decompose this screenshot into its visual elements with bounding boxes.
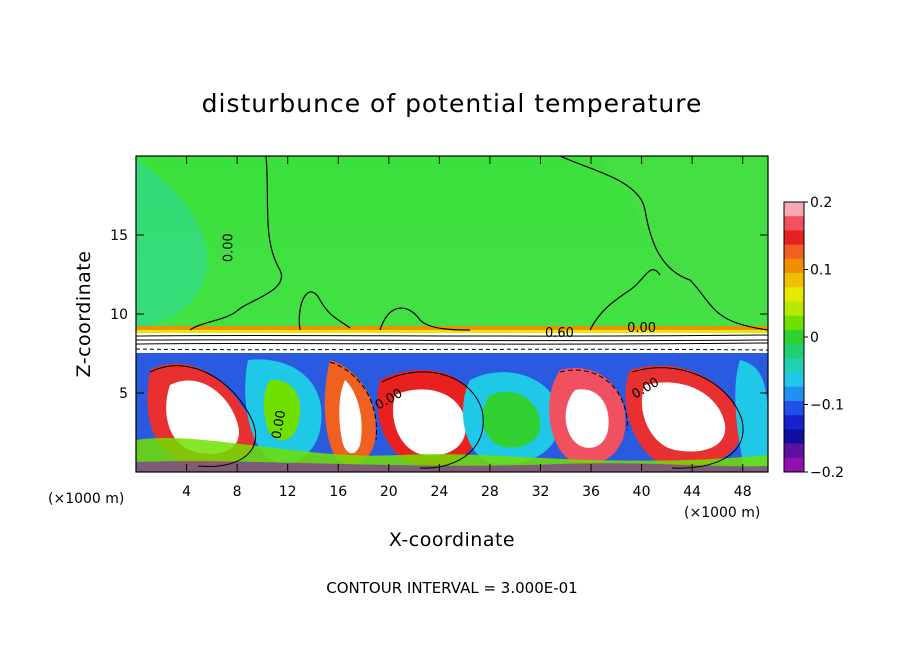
colorbar-tick-label: −0.2 [810, 465, 844, 481]
colorbar-swatch [784, 244, 804, 260]
colorbar-swatch [784, 358, 804, 374]
x-tick-label: 16 [329, 484, 347, 500]
colorbar-swatch [784, 386, 804, 402]
chart-title: disturbunce of potential temperature [202, 89, 703, 118]
colorbar-swatch [784, 258, 804, 274]
contour-label: 0.00 [221, 233, 236, 262]
x-tick-label: 48 [734, 484, 752, 500]
x-tick-label: 8 [233, 484, 242, 500]
colorbar-swatch [784, 301, 804, 317]
y-tick-label: 5 [119, 386, 128, 402]
x-tick-label: 24 [430, 484, 448, 500]
contour-label: 0.00 [269, 409, 289, 440]
colorbar-swatch [784, 400, 804, 416]
colorbar-swatch [784, 372, 804, 388]
boundary-contour-lines [149, 361, 744, 469]
inversion-band-orange [136, 326, 768, 330]
colorbar-swatch [784, 443, 804, 459]
colorbar-swatch [784, 202, 804, 217]
colorbar-swatch [784, 230, 804, 246]
contour-interval-note: CONTOUR INTERVAL = 3.000E-01 [326, 579, 577, 597]
x-tick-label: 20 [380, 484, 398, 500]
x-axis: 4 8 12 16 20 24 28 32 36 40 44 48 [182, 156, 752, 500]
cool-region-left [136, 160, 208, 328]
x-tick-label: 40 [633, 484, 651, 500]
colorbar: 0.2 0.1 0 −0.1 −0.2 [783, 195, 844, 481]
x-tick-label: 32 [532, 484, 550, 500]
colorbar-tick-label: 0 [810, 330, 819, 346]
upper-contour-lines [189, 156, 768, 331]
boundary-layer-eddies [136, 353, 768, 472]
y-axis-title: Z-coordinate [73, 251, 95, 378]
colorbar-tick-label: 0.2 [810, 195, 832, 211]
colorbar-swatch [784, 315, 804, 331]
colorbar-swatch [784, 344, 804, 359]
x-tick-label: 4 [182, 484, 191, 500]
colorbar-swatch [784, 216, 804, 231]
x-tick-label: 12 [279, 484, 297, 500]
x-unit-label-left: (×1000 m) [48, 491, 124, 507]
inversion-band-yellow [136, 330, 768, 333]
colorbar-tick-label: −0.1 [810, 398, 844, 414]
plot-area: 0.000.60 0.000.00 0.000.00 [136, 156, 768, 472]
contour-label: 0.60 [545, 326, 574, 341]
inversion-contour-lines [136, 334, 768, 351]
y-tick-label: 10 [110, 307, 128, 323]
x-tick-label: 44 [683, 484, 701, 500]
colorbar-swatch [784, 273, 804, 288]
x-tick-label: 36 [582, 484, 600, 500]
x-axis-title: X-coordinate [389, 529, 515, 551]
colorbar-swatch [784, 329, 804, 345]
inversion-band-white [136, 333, 768, 353]
colorbar-tick-label: 0.1 [810, 263, 832, 279]
colorbar-swatch [784, 429, 804, 445]
y-axis: 5 10 15 [110, 228, 768, 402]
y-tick-label: 15 [110, 228, 128, 244]
contour-label: 0.00 [627, 321, 656, 336]
colorbar-swatch [784, 415, 804, 430]
x-unit-label-right: (×1000 m) [684, 505, 760, 521]
colorbar-swatch [784, 287, 804, 302]
x-tick-label: 28 [481, 484, 499, 500]
colorbar-swatch [784, 457, 804, 473]
